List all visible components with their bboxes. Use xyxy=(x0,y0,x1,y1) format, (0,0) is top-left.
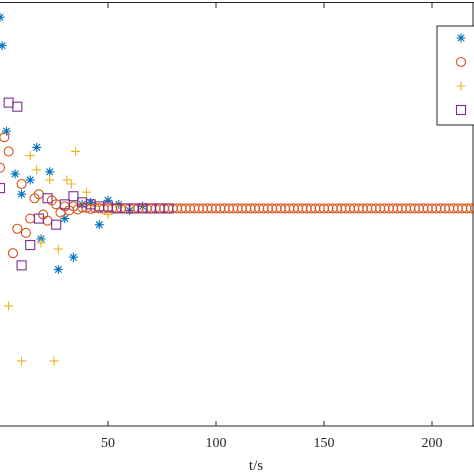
data-point xyxy=(32,142,42,152)
legend-marker-asterisk xyxy=(456,33,466,43)
data-point xyxy=(51,219,62,230)
x-tick-label: 50 xyxy=(101,436,115,451)
legend-marker-square xyxy=(455,104,467,116)
data-point xyxy=(465,203,474,214)
data-point xyxy=(66,179,76,189)
data-point xyxy=(25,213,36,224)
data-points xyxy=(0,12,474,366)
data-point xyxy=(103,210,113,220)
data-point xyxy=(36,238,46,248)
data-point xyxy=(4,301,14,311)
data-point xyxy=(7,248,19,259)
x-axis-label: t/s xyxy=(249,458,263,474)
data-point xyxy=(42,215,53,226)
legend-marker-circle xyxy=(455,56,467,68)
data-point xyxy=(103,195,113,205)
data-point xyxy=(94,220,104,230)
data-point xyxy=(470,203,474,214)
x-tick-label: 200 xyxy=(422,436,443,451)
x-tick-label: 150 xyxy=(314,436,335,451)
legend-marker-plus xyxy=(456,81,466,91)
data-point xyxy=(62,175,72,185)
data-point xyxy=(25,239,36,251)
data-point xyxy=(0,132,10,143)
data-point xyxy=(1,126,11,136)
data-point xyxy=(68,252,78,262)
data-point xyxy=(12,101,23,112)
data-point xyxy=(0,12,5,22)
data-point xyxy=(86,197,96,207)
data-point xyxy=(3,97,14,108)
data-point xyxy=(33,213,44,224)
data-point xyxy=(71,146,81,156)
data-point xyxy=(3,146,14,157)
data-point xyxy=(81,187,91,197)
legend-box xyxy=(436,25,474,126)
data-point xyxy=(60,214,70,224)
data-point xyxy=(53,244,63,254)
data-point xyxy=(17,356,27,366)
data-point xyxy=(16,260,27,271)
data-point xyxy=(25,175,35,185)
data-point xyxy=(53,264,63,274)
data-point xyxy=(0,183,6,194)
data-point xyxy=(77,199,87,209)
data-point xyxy=(32,165,42,175)
data-point xyxy=(10,169,20,179)
data-point xyxy=(59,199,70,210)
data-point xyxy=(45,167,55,177)
series-asterisk xyxy=(0,12,148,274)
data-point xyxy=(12,223,23,234)
data-point xyxy=(0,162,6,173)
data-point xyxy=(163,203,174,214)
x-tick-label: 100 xyxy=(206,436,227,451)
data-point xyxy=(25,151,35,161)
data-point xyxy=(0,41,7,51)
data-point xyxy=(45,175,55,185)
data-point xyxy=(49,356,59,366)
x-axis-ticks: 50 100 150 200 xyxy=(101,3,443,451)
data-point xyxy=(20,227,31,238)
data-point xyxy=(16,178,27,190)
series-square xyxy=(0,97,174,271)
legend xyxy=(436,25,474,126)
data-point xyxy=(42,193,53,204)
data-point xyxy=(17,189,27,199)
data-point xyxy=(68,191,79,202)
